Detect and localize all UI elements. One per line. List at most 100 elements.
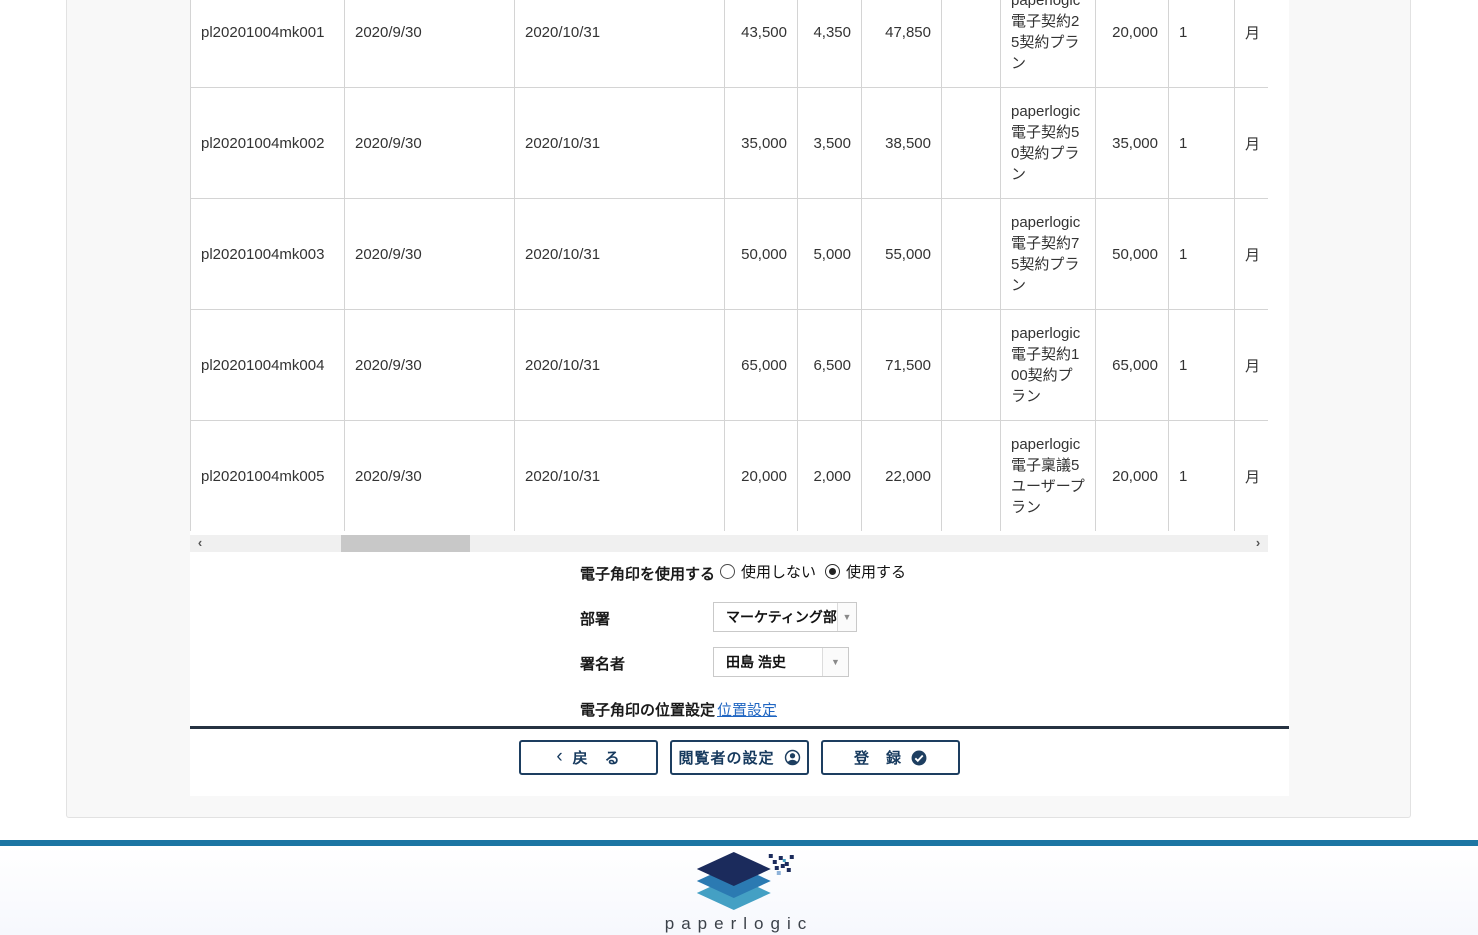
department-label: 部署 <box>580 611 611 628</box>
cell-tax: 6,500 <box>797 309 862 421</box>
table-row: pl20201004mk001 2020/9/30 2020/10/31 43,… <box>190 0 1268 88</box>
cell-unit-price: 50,000 <box>1095 198 1169 310</box>
cell-note <box>941 309 1001 421</box>
cell-doc-id: pl20201004mk002 <box>190 87 345 199</box>
cell-due-date: 2020/10/31 <box>514 309 725 421</box>
horizontal-scrollbar[interactable]: ‹ › <box>190 535 1268 552</box>
radio-seal-yes[interactable]: 使用する <box>825 561 906 582</box>
invoice-table: pl20201004mk001 2020/9/30 2020/10/31 43,… <box>190 0 1268 531</box>
cell-due-date: 2020/10/31 <box>514 87 725 199</box>
person-icon <box>784 749 800 766</box>
cell-quantity: 1 <box>1168 198 1235 310</box>
cell-note <box>941 198 1001 310</box>
check-circle-icon <box>911 750 927 765</box>
cell-start-date: 2020/9/30 <box>344 198 515 310</box>
seal-position-link[interactable]: 位置設定 <box>717 702 778 719</box>
cell-due-date: 2020/10/31 <box>514 0 725 88</box>
cell-amount: 20,000 <box>724 420 798 531</box>
cell-start-date: 2020/9/30 <box>344 420 515 531</box>
footer-divider <box>0 840 1478 846</box>
cell-plan: paperlogic電子契約25契約プラン <box>1000 0 1096 88</box>
cell-start-date: 2020/9/30 <box>344 0 515 88</box>
cell-quantity: 1 <box>1168 309 1235 421</box>
cell-quantity: 1 <box>1168 87 1235 199</box>
cell-doc-id: pl20201004mk005 <box>190 420 345 531</box>
radio-label: 使用する <box>846 564 907 581</box>
register-button-label: 登 録 <box>853 750 902 767</box>
chevron-down-icon[interactable]: ▼ <box>836 603 856 631</box>
signer-label: 署名者 <box>580 656 626 673</box>
action-button-row: ‹ 戻 る 閲覧者の設定 登 録 <box>190 740 1289 775</box>
cell-note <box>941 420 1001 531</box>
cell-unit: 月 <box>1234 420 1268 531</box>
radio-label: 使用しない <box>741 564 817 581</box>
chevron-left-icon: ‹ <box>556 746 564 767</box>
table-row: pl20201004mk004 2020/9/30 2020/10/31 65,… <box>190 309 1268 421</box>
content-card: pl20201004mk001 2020/9/30 2020/10/31 43,… <box>66 0 1411 818</box>
cell-amount: 35,000 <box>724 87 798 199</box>
cell-tax: 2,000 <box>797 420 862 531</box>
department-selected-value: マーケティング部 <box>726 609 837 625</box>
cell-unit-price: 35,000 <box>1095 87 1169 199</box>
cell-total: 47,850 <box>861 0 942 88</box>
table-row: pl20201004mk002 2020/9/30 2020/10/31 35,… <box>190 87 1268 199</box>
scroll-right-icon[interactable]: › <box>1255 535 1261 550</box>
back-button[interactable]: ‹ 戻 る <box>519 740 658 775</box>
paperlogic-wordmark: paperlogic <box>664 914 814 933</box>
cell-quantity: 1 <box>1168 420 1235 531</box>
paperlogic-logo: paperlogic <box>665 852 813 934</box>
cell-unit: 月 <box>1234 0 1268 88</box>
cell-unit-price: 65,000 <box>1095 309 1169 421</box>
cell-unit-price: 20,000 <box>1095 420 1169 531</box>
cell-total: 71,500 <box>861 309 942 421</box>
seal-position-label: 電子角印の位置設定 <box>580 702 716 719</box>
invoice-table-viewport: pl20201004mk001 2020/9/30 2020/10/31 43,… <box>190 0 1268 531</box>
page-footer: paperlogic <box>0 846 1478 935</box>
radio-seal-no[interactable]: 使用しない <box>720 561 816 582</box>
cell-start-date: 2020/9/30 <box>344 87 515 199</box>
cell-amount: 50,000 <box>724 198 798 310</box>
radio-checked-icon[interactable] <box>825 564 841 579</box>
cell-unit: 月 <box>1234 87 1268 199</box>
content-area: pl20201004mk001 2020/9/30 2020/10/31 43,… <box>190 0 1289 796</box>
chevron-down-icon[interactable]: ▼ <box>822 648 848 676</box>
cell-quantity: 1 <box>1168 0 1235 88</box>
cell-start-date: 2020/9/30 <box>344 309 515 421</box>
table-row: pl20201004mk005 2020/9/30 2020/10/31 20,… <box>190 420 1268 531</box>
cell-due-date: 2020/10/31 <box>514 198 725 310</box>
cell-note <box>941 0 1001 88</box>
cell-plan: paperlogic電子稟議5ユーザープラン <box>1000 420 1096 531</box>
cell-amount: 43,500 <box>724 0 798 88</box>
radio-unchecked-icon[interactable] <box>720 564 735 579</box>
cell-doc-id: pl20201004mk003 <box>190 198 345 310</box>
cell-amount: 65,000 <box>724 309 798 421</box>
cell-unit-price: 20,000 <box>1095 0 1169 88</box>
cell-plan: paperlogic電子契約50契約プラン <box>1000 87 1096 199</box>
cell-plan: paperlogic電子契約75契約プラン <box>1000 198 1096 310</box>
viewers-settings-button[interactable]: 閲覧者の設定 <box>670 740 809 775</box>
cell-plan: paperlogic電子契約100契約プラン <box>1000 309 1096 421</box>
back-button-label: 戻 る <box>572 750 621 767</box>
cell-total: 38,500 <box>861 87 942 199</box>
cell-due-date: 2020/10/31 <box>514 420 725 531</box>
register-button[interactable]: 登 録 <box>821 740 960 775</box>
scroll-left-icon[interactable]: ‹ <box>197 535 203 550</box>
cell-total: 55,000 <box>861 198 942 310</box>
cell-note <box>941 87 1001 199</box>
cell-total: 22,000 <box>861 420 942 531</box>
signer-select[interactable]: 田島 浩史 ▼ <box>713 647 849 677</box>
viewers-settings-label: 閲覧者の設定 <box>678 750 775 767</box>
cell-tax: 5,000 <box>797 198 862 310</box>
section-separator <box>190 726 1289 729</box>
seal-use-radio-group: 使用しない 使用する <box>720 561 906 582</box>
seal-use-label: 電子角印を使用する <box>580 566 716 583</box>
department-select[interactable]: マーケティング部 ▼ <box>713 602 857 632</box>
cell-tax: 3,500 <box>797 87 862 199</box>
cell-doc-id: pl20201004mk004 <box>190 309 345 421</box>
table-row: pl20201004mk003 2020/9/30 2020/10/31 50,… <box>190 198 1268 310</box>
cell-tax: 4,350 <box>797 0 862 88</box>
paperlogic-logo-icon <box>696 852 794 910</box>
cell-unit: 月 <box>1234 198 1268 310</box>
scrollbar-thumb[interactable] <box>341 535 470 552</box>
